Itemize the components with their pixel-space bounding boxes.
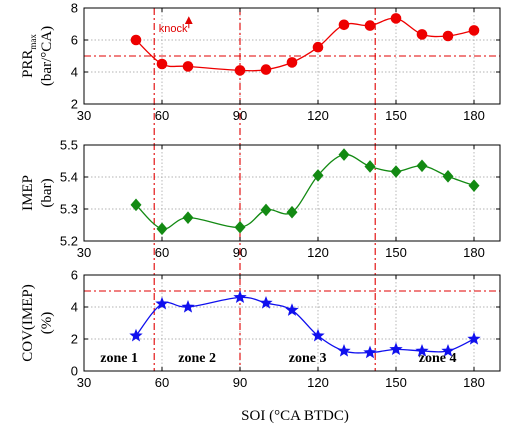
y-axis-title-subscript: max bbox=[28, 34, 38, 50]
knock-annotation: knock bbox=[159, 23, 188, 35]
y-axis-title-line1: PRRmax bbox=[20, 34, 38, 78]
data-point bbox=[285, 303, 299, 316]
x-tick-label: 30 bbox=[77, 375, 91, 390]
zone-label: zone 3 bbox=[289, 351, 327, 366]
y-tick-label: 5.4 bbox=[60, 170, 78, 185]
data-point bbox=[155, 296, 169, 310]
data-point bbox=[338, 148, 350, 161]
data-point bbox=[233, 290, 247, 304]
data-point bbox=[363, 345, 377, 359]
data-point bbox=[182, 211, 194, 224]
y-tick-label: 5.3 bbox=[60, 202, 78, 217]
data-point bbox=[312, 41, 324, 53]
y-tick-label: 2 bbox=[71, 97, 78, 112]
data-point bbox=[441, 344, 455, 357]
y-tick-label: 8 bbox=[71, 1, 78, 16]
y-axis-title-main: PRR bbox=[20, 50, 36, 78]
data-point bbox=[181, 300, 195, 313]
data-point bbox=[234, 65, 246, 76]
axes-layer bbox=[83, 7, 501, 372]
data-point bbox=[259, 296, 273, 309]
data-point bbox=[468, 25, 480, 36]
x-tick-label: 150 bbox=[385, 245, 407, 260]
y-tick-label: 2 bbox=[71, 332, 78, 347]
zone-label: zone 4 bbox=[419, 351, 457, 366]
data-point bbox=[129, 328, 143, 342]
y-tick-label: 5.2 bbox=[60, 234, 78, 249]
data-point bbox=[416, 159, 428, 173]
x-tick-label: 120 bbox=[307, 375, 329, 390]
x-tick-label: 30 bbox=[77, 108, 91, 123]
data-point bbox=[442, 170, 454, 183]
zone-label: zone 1 bbox=[100, 351, 138, 366]
data-point bbox=[312, 169, 324, 182]
data-point bbox=[337, 344, 351, 357]
data-point bbox=[260, 64, 272, 75]
plot-frame bbox=[83, 144, 501, 242]
data-point bbox=[364, 160, 376, 173]
data-point bbox=[442, 30, 454, 42]
data-point bbox=[286, 57, 298, 68]
x-tick-label: 120 bbox=[307, 108, 329, 123]
y-axis-title-line1: IMEP bbox=[20, 175, 36, 211]
plot-frame bbox=[83, 7, 501, 105]
y-axis-title-main: IMEP bbox=[20, 175, 36, 211]
x-tick-label: 180 bbox=[463, 108, 485, 123]
data-point bbox=[467, 332, 481, 345]
data-layer bbox=[129, 13, 481, 359]
y-tick-label: 5.5 bbox=[60, 138, 78, 153]
x-tick-label: 180 bbox=[463, 245, 485, 260]
data-point bbox=[390, 13, 402, 24]
x-tick-label: 30 bbox=[77, 245, 91, 260]
x-tick-label: 90 bbox=[233, 108, 247, 123]
data-point bbox=[156, 58, 168, 70]
zone-label: zone 2 bbox=[178, 351, 216, 366]
plot-frame bbox=[83, 274, 501, 372]
data-point bbox=[130, 198, 142, 212]
data-point bbox=[182, 61, 194, 72]
y-tick-label: 6 bbox=[71, 33, 78, 48]
data-point bbox=[130, 34, 142, 46]
data-point bbox=[156, 222, 168, 236]
data-point bbox=[364, 20, 376, 31]
x-tick-label: 120 bbox=[307, 245, 329, 260]
data-point bbox=[234, 220, 246, 234]
x-tick-label: 60 bbox=[155, 108, 169, 123]
data-point bbox=[311, 328, 325, 342]
x-tick-label: 60 bbox=[155, 245, 169, 260]
y-tick-label: 0 bbox=[71, 364, 78, 379]
data-point bbox=[390, 165, 402, 178]
y-axis-title-line2: (bar) bbox=[39, 178, 55, 207]
y-axis-title-line2: (%) bbox=[39, 312, 55, 335]
x-tick-label: 90 bbox=[233, 245, 247, 260]
data-point bbox=[389, 342, 403, 356]
y-tick-label: 6 bbox=[71, 268, 78, 283]
y-tick-label: 4 bbox=[71, 300, 78, 315]
x-tick-label: 60 bbox=[155, 375, 169, 390]
y-axis-title-line2: (bar/°CA) bbox=[39, 26, 55, 86]
y-axis-title-main: COV(IMEP) bbox=[20, 284, 36, 362]
x-axis-title: SOI (°CA BTDC) bbox=[241, 408, 349, 424]
data-point bbox=[338, 19, 350, 31]
data-point bbox=[260, 203, 272, 217]
x-tick-label: 150 bbox=[385, 375, 407, 390]
data-point bbox=[415, 344, 429, 357]
x-tick-label: 150 bbox=[385, 108, 407, 123]
y-tick-label: 4 bbox=[71, 65, 78, 80]
x-tick-label: 90 bbox=[233, 375, 247, 390]
x-tick-label: 180 bbox=[463, 375, 485, 390]
data-point bbox=[468, 179, 480, 192]
data-point bbox=[286, 205, 298, 219]
data-point bbox=[416, 29, 428, 40]
y-axis-title-line1: COV(IMEP) bbox=[20, 284, 36, 362]
